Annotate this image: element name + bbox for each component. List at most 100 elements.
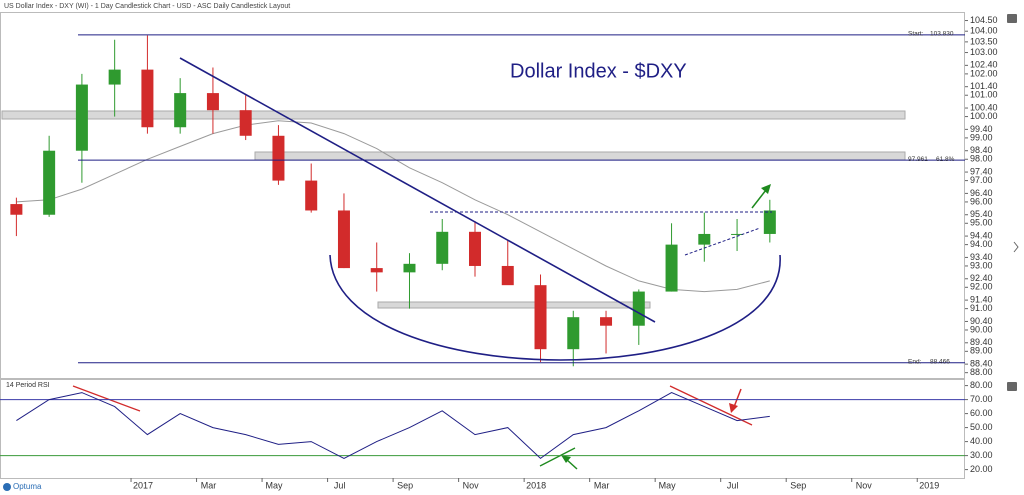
x-tick-label: Nov [856,480,873,490]
arrow-head [561,455,571,463]
y-tick-label: 60.00 [970,408,993,418]
y-tick-label: 91.40 [970,294,993,304]
y-tick-label: 40.00 [970,436,993,446]
y-tick-label: 89.40 [970,337,993,347]
level-label: Start: [908,31,924,38]
candle-body [403,263,416,273]
y-tick-label: 98.40 [970,145,993,155]
candle-body [567,317,580,350]
y-tick-label: 89.00 [970,346,993,356]
y-tick-label: 97.40 [970,166,993,176]
y-tick-label: 103.00 [970,47,998,57]
y-tick-label: 91.00 [970,303,993,313]
candle-body [141,69,154,128]
x-tick-label: Jul [727,480,739,490]
candle-body [665,244,678,292]
x-tick-label: Mar [594,480,610,490]
x-tick-label: Sep [397,480,413,490]
y-tick-label: 95.40 [970,209,993,219]
logo-icon [3,483,11,491]
rsi-line [16,392,770,460]
y-tick-label: 104.00 [970,26,998,36]
logo: Optuma [13,482,42,491]
moving-average [16,120,770,293]
candle-body [305,180,318,211]
panel-title: 14 Period RSI [6,382,50,389]
y-tick-label: 88.40 [970,359,993,369]
chart-title: Dollar Index - $DXY [510,60,687,82]
y-tick-label: 99.00 [970,132,993,142]
y-tick-label: 96.00 [970,196,993,206]
candle-body [370,268,383,273]
candle-body [206,93,219,111]
candle-body [436,231,449,264]
candle-body [108,69,121,85]
y-tick-label: 50.00 [970,422,993,432]
y-tick-label: 101.00 [970,90,998,100]
logo-box [2,481,46,493]
candle-body [763,210,776,234]
x-tick-label: 2017 [133,480,153,490]
y-tick-label: 80.00 [970,380,993,390]
y-tick-label: 88.00 [970,367,993,377]
candle-body [469,231,481,266]
candle-body [501,265,514,286]
y-tick-label: 92.40 [970,273,993,283]
y-tick-label: 104.50 [970,15,998,25]
y-tick-label: 90.00 [970,324,993,334]
support-zone [377,301,651,309]
x-tick-label: May [266,480,284,490]
y-tick-label: 94.00 [970,239,993,249]
price-panel [0,12,965,379]
level-value: 97.961 [908,156,928,163]
y-tick-label: 101.40 [970,81,998,91]
level-label: 61.8% [936,156,955,163]
x-tick-label: 2018 [526,480,546,490]
level-label: End: [908,358,922,365]
rising-support [684,227,761,256]
candle-body [272,135,285,181]
rsi-trend-line [539,447,576,467]
y-tick-label: 102.00 [970,68,998,78]
level-value: 88.466 [930,358,950,365]
y-tick-label: 70.00 [970,394,993,404]
y-tick-label: 100.40 [970,102,998,112]
y-tick-label: 95.00 [970,218,993,228]
x-tick-label: 2019 [919,480,939,490]
level-value: 103.830 [930,31,954,38]
rsi-panel [0,379,965,479]
candle-body [10,204,23,215]
trend-line [179,57,656,323]
y-tick-label: 94.40 [970,230,993,240]
resistance-zone [1,110,906,120]
candle-body [698,233,711,245]
y-tick-label: 97.00 [970,175,993,185]
y-tick-label: 20.00 [970,464,993,474]
y-tick-label: 93.00 [970,260,993,270]
x-tick-label: Mar [201,480,217,490]
y-tick-label: 90.40 [970,316,993,326]
x-tick-label: Nov [463,480,480,490]
candle-body [632,291,645,326]
arrow [751,189,767,209]
candle-body [534,285,547,350]
y-tick-label: 98.00 [970,154,993,164]
x-tick-label: Jul [334,480,346,490]
arrow-head [729,403,738,413]
arrow [733,388,742,408]
y-tick-label: 93.40 [970,252,993,262]
lock-icon[interactable] [1007,382,1017,391]
y-tick-label: 102.40 [970,60,998,70]
rsi-trend-line [72,385,141,412]
y-tick-label: 103.50 [970,36,998,46]
candle-body [43,150,56,215]
y-tick-label: 96.40 [970,188,993,198]
scroll-icon[interactable] [1013,241,1019,253]
arrow-head [761,184,771,194]
cup-arc [329,254,781,361]
lock-icon[interactable] [1007,14,1017,23]
candle-body [75,84,88,151]
y-tick-label: 92.00 [970,282,993,292]
